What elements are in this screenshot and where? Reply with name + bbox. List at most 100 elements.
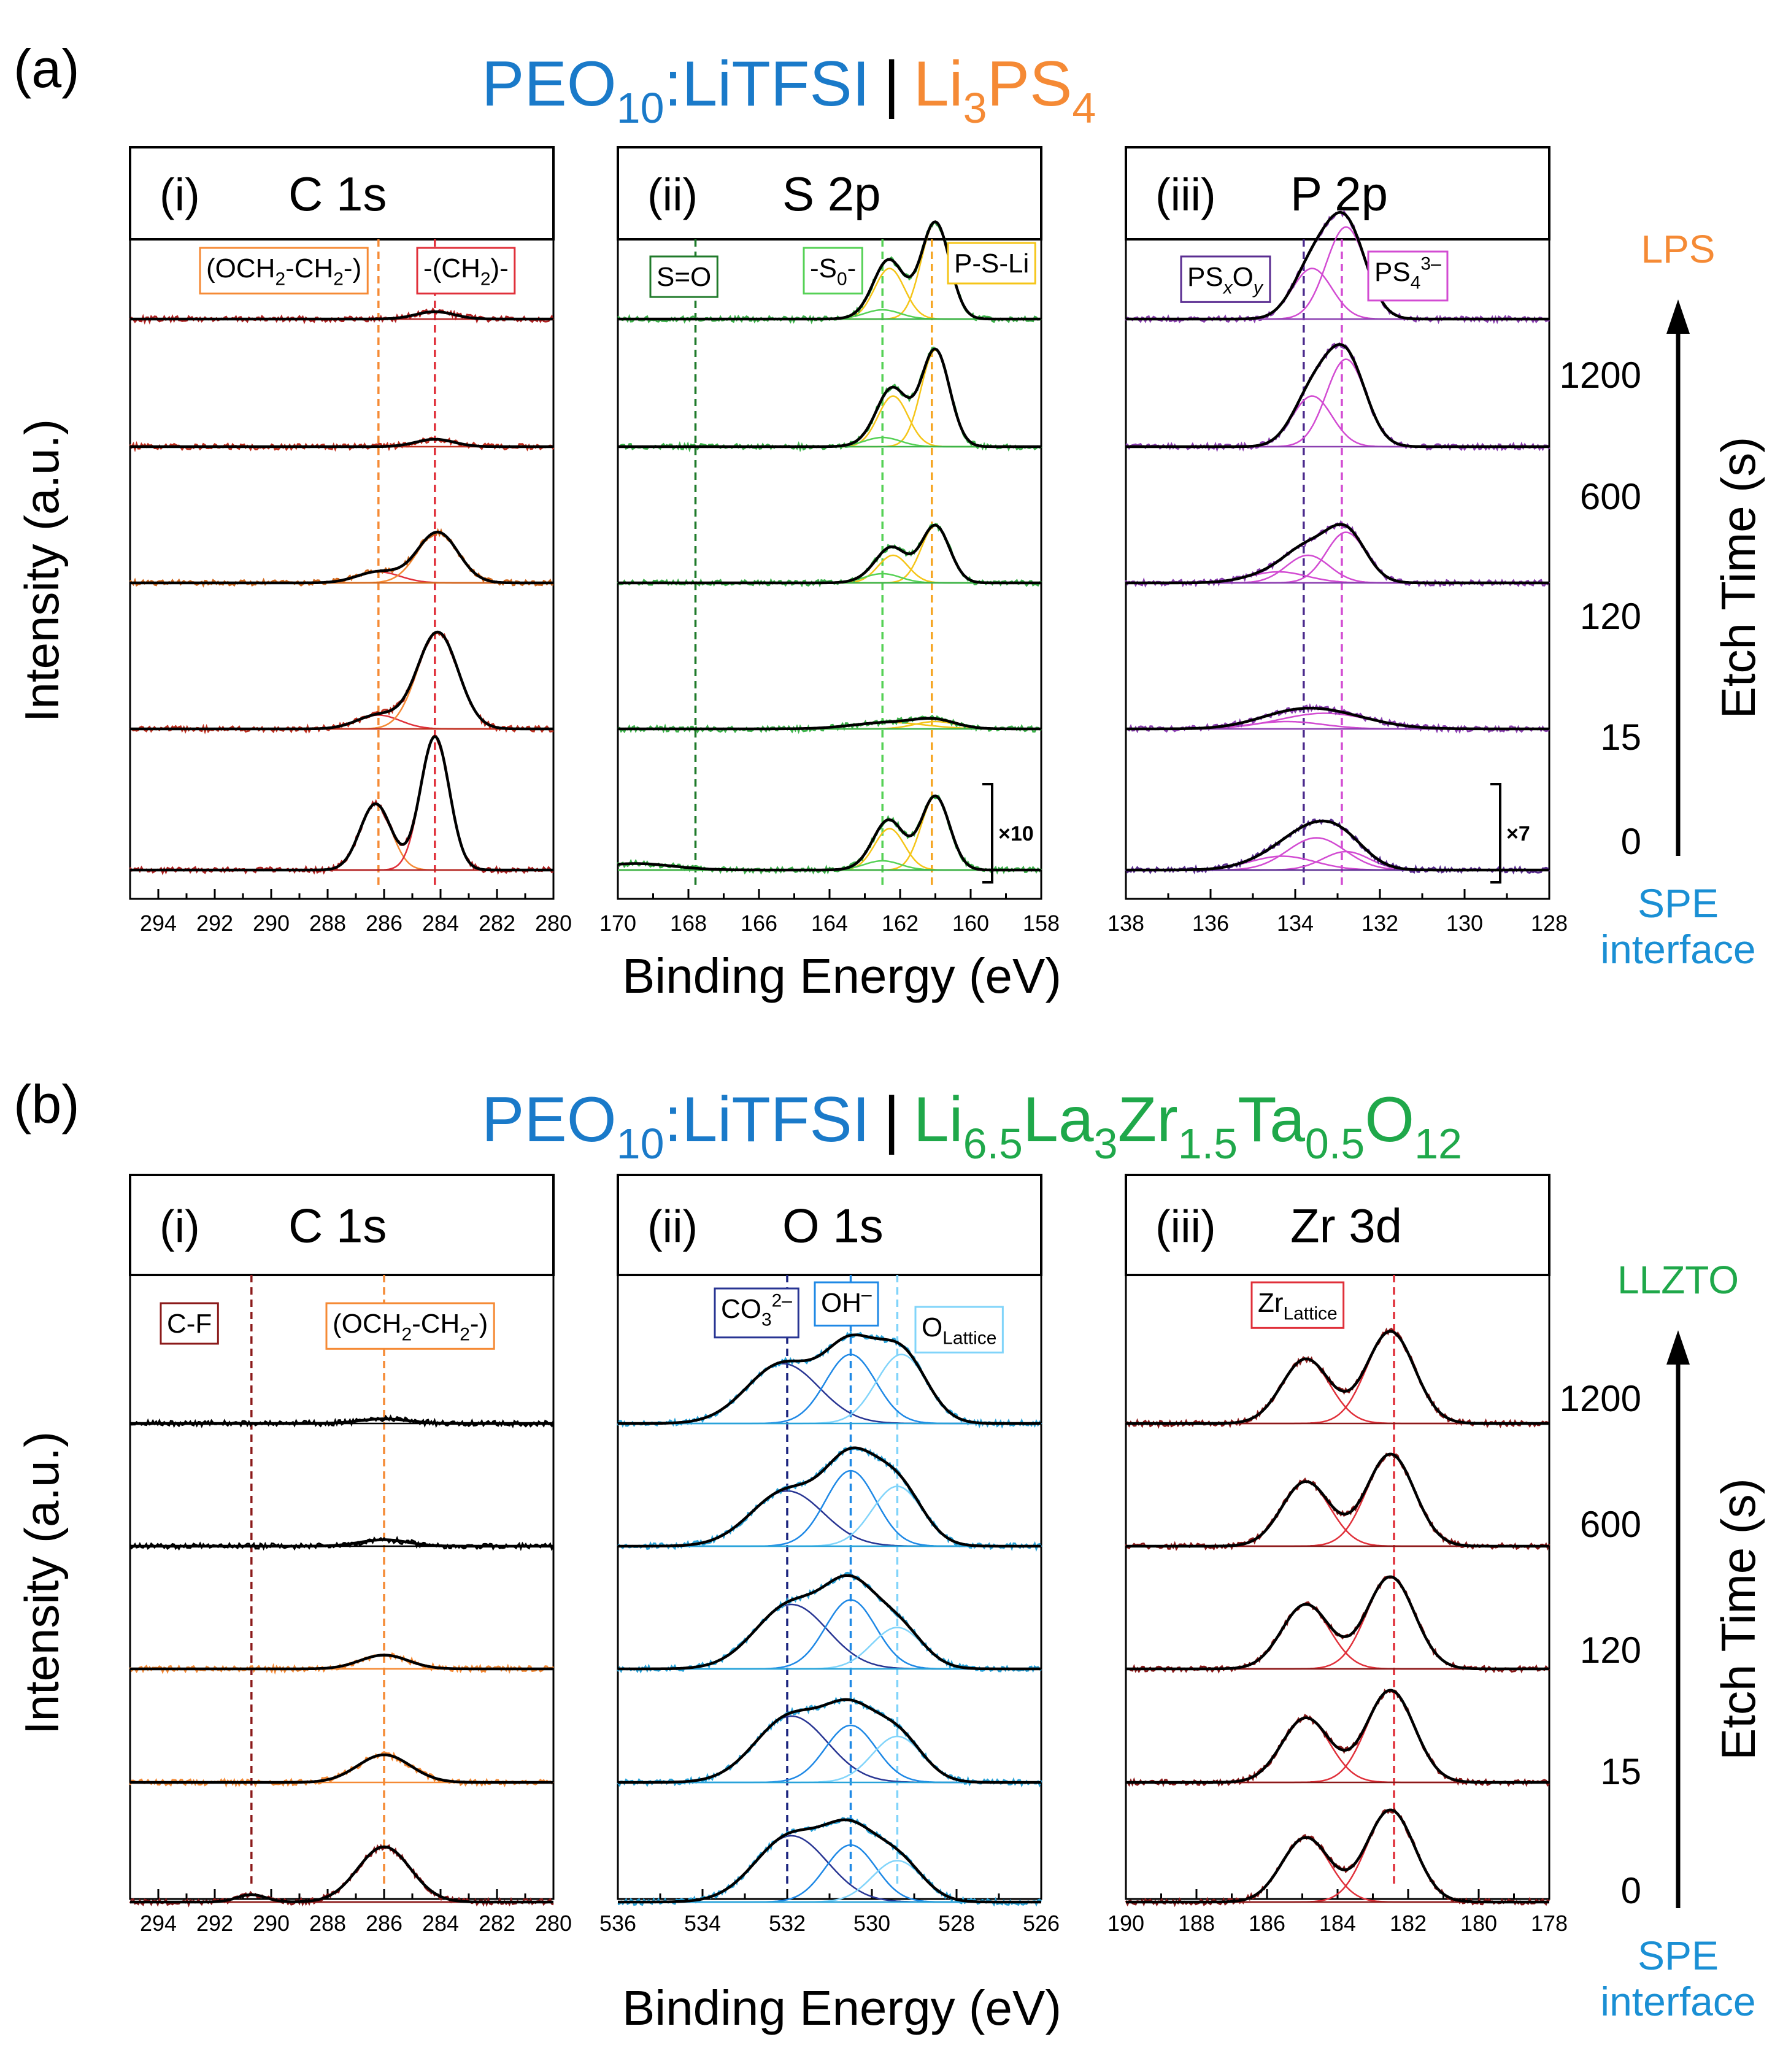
annotation-text-part: (OCH <box>206 253 275 283</box>
scale-note: ×10 <box>998 822 1034 845</box>
annotation-text-part: -) <box>344 253 361 283</box>
component-peak <box>1126 554 1549 584</box>
x-tick-label: 528 <box>938 1911 975 1936</box>
x-tick-label: 290 <box>253 1911 290 1936</box>
spectrum-trace <box>617 523 1042 588</box>
spectrum-trace <box>617 1696 1042 1788</box>
raw-data <box>617 794 1042 875</box>
raw-data <box>1125 1575 1550 1674</box>
component-peak <box>618 828 1041 871</box>
subplot-element: S 2p <box>782 167 880 221</box>
subplot-roman: (iii) <box>1155 169 1216 220</box>
panel-b-header-title-part: 10 <box>617 1120 664 1168</box>
annotation-text: OH– <box>821 1285 872 1318</box>
x-tick-label: 292 <box>196 911 233 936</box>
fit-envelope <box>618 1446 1041 1548</box>
annotation-text-part: (OCH <box>333 1309 401 1339</box>
peak-annotation: C-F <box>160 1302 219 1345</box>
panel-b-header-material-part: 6.5 <box>963 1120 1023 1168</box>
spectrum-trace <box>1125 818 1550 875</box>
annotation-text-part: 2 <box>401 1324 412 1344</box>
panel-a-header-material-part: 4 <box>1072 84 1096 132</box>
component-peak <box>1126 1603 1549 1670</box>
spectrum-trace <box>129 1750 555 1788</box>
component-peak <box>1126 531 1549 584</box>
annotation-text-part: 3 <box>761 1309 772 1330</box>
raw-data <box>1125 1327 1550 1429</box>
annotation-text: (OCH2-CH2-) <box>206 253 361 289</box>
fit-envelope <box>1126 1689 1549 1784</box>
panel-b-header-material-part: La <box>1023 1084 1094 1155</box>
annotation-text: OLattice <box>922 1312 996 1348</box>
fit-envelope <box>130 630 553 731</box>
x-tick-label: 182 <box>1390 1911 1427 1936</box>
component-peak <box>618 1835 1041 1903</box>
annotation-text-part: CO <box>721 1294 761 1324</box>
panel-a-header-title-sep: | <box>884 48 900 120</box>
fit-envelope <box>618 1333 1041 1425</box>
fit-envelope <box>618 1574 1041 1671</box>
component-peak <box>1126 1576 1549 1670</box>
spectrum-trace <box>617 220 1042 325</box>
panel-b-header: (b) PEO10:LiTFSI | Li6.5La3Zr1.5Ta0.5O12 <box>13 1074 1462 1168</box>
fit-envelope <box>618 1818 1041 1904</box>
component-peak <box>618 395 1041 448</box>
panel-b-header-material-part: Zr <box>1118 1084 1178 1155</box>
annotation-box <box>1250 1281 1345 1329</box>
peak-annotation: -(CH2)- <box>416 247 516 295</box>
etch-time-label: 15 <box>1600 1751 1641 1792</box>
spectrum-trace <box>1125 209 1550 325</box>
annotation-text: CO32– <box>721 1291 792 1330</box>
etch-bottom-label-2: interface <box>1600 926 1755 972</box>
x-tick-label: 132 <box>1362 911 1398 936</box>
panel-a-xlabel: Binding Energy (eV) <box>622 949 1061 1003</box>
subplot-element: O 1s <box>782 1199 884 1253</box>
x-tick-label: 190 <box>1107 1911 1144 1936</box>
component-peak <box>130 531 553 584</box>
fit-envelope <box>130 1753 553 1784</box>
fit-envelope <box>618 220 1041 321</box>
annotation-text-part: Lattice <box>942 1328 996 1348</box>
x-tick-label: 280 <box>535 911 572 936</box>
fit-envelope <box>130 1417 553 1425</box>
raw-data <box>129 528 554 588</box>
component-peak <box>618 1354 1041 1425</box>
annotation-text-part: S=O <box>657 262 711 292</box>
subplot-roman: (ii) <box>647 169 698 220</box>
component-peak <box>618 795 1041 871</box>
x-tick-label: 294 <box>140 911 177 936</box>
fit-envelope <box>1126 523 1549 585</box>
x-tick-label: 292 <box>196 1911 233 1936</box>
annotation-text-part: Zr <box>1258 1288 1284 1318</box>
fit-envelope <box>130 530 553 585</box>
panel-b-xlabel: Binding Energy (eV) <box>622 1981 1061 2035</box>
plot-frame <box>617 238 1042 900</box>
annotation-text-part: 2 <box>460 1324 470 1344</box>
component-peak <box>1126 1809 1549 1903</box>
panel-b-header-material-part: 12 <box>1414 1120 1462 1168</box>
x-tick-label: 164 <box>811 911 848 936</box>
x-tick-label: 530 <box>853 1911 890 1936</box>
annotation-box <box>160 1302 219 1345</box>
subplot-b-ii: (ii) O 1s 536 534 532 530 528 526 CO32– OH– OLatti… <box>599 1174 1060 1936</box>
x-tick-label: 284 <box>422 1911 459 1936</box>
annotation-box <box>416 247 516 295</box>
component-peak <box>618 1603 1041 1670</box>
annotation-text: C-F <box>167 1309 212 1339</box>
spectrum-trace <box>1126 703 1550 734</box>
peak-annotation: -S0- <box>803 247 863 295</box>
x-tick-label: 180 <box>1460 1911 1497 1936</box>
panel-a-header: (a) PEO10:LiTFSI | Li3PS4 <box>13 38 1096 132</box>
spectrum-trace <box>617 794 1042 875</box>
subplot-roman: (i) <box>160 1201 200 1252</box>
raw-data <box>617 346 1042 453</box>
plot-frame <box>1125 238 1550 900</box>
annotation-text-part: PS <box>1187 262 1223 292</box>
panel-b-header-material-part: Ta <box>1238 1084 1305 1155</box>
etch-arrow-head <box>1666 299 1690 334</box>
panel-a-header-title: PEO10:LiTFSI | Li3PS4 <box>482 48 1096 132</box>
annotation-text-part: P-S-Li <box>954 248 1029 279</box>
component-peak <box>618 1599 1041 1670</box>
panel-b-header-material-part: 1.5 <box>1178 1120 1238 1168</box>
